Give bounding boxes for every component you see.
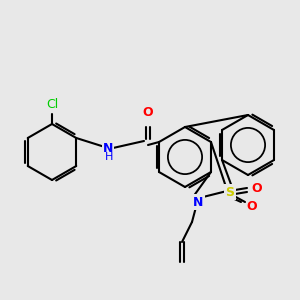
Text: H: H: [105, 152, 113, 162]
Text: N: N: [193, 196, 203, 208]
Text: O: O: [252, 182, 262, 194]
Text: S: S: [226, 185, 235, 199]
Text: O: O: [247, 200, 257, 214]
Text: O: O: [143, 106, 153, 119]
Text: N: N: [103, 142, 113, 154]
Text: Cl: Cl: [46, 98, 58, 111]
